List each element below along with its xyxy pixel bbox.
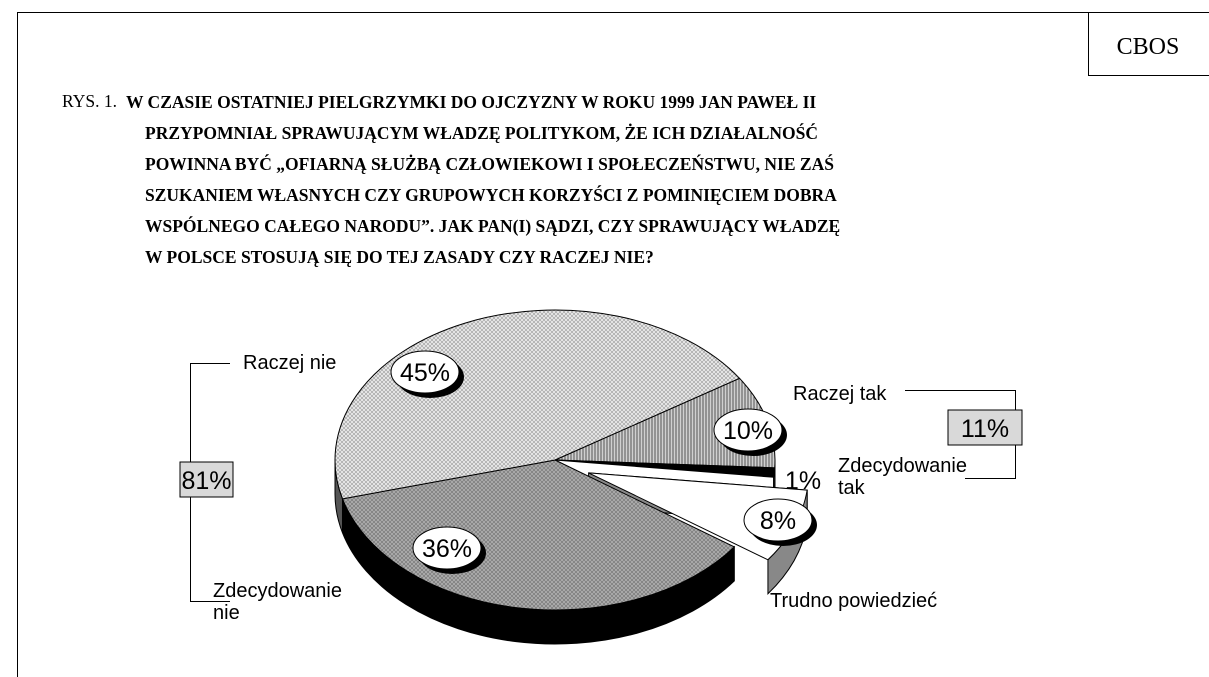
label-bubble (412, 526, 482, 570)
category-label: Zdecydowanie tak (838, 455, 967, 499)
source: CBOS (1117, 34, 1180, 60)
title-line: POWINNA BYĆ „OFIARNĄ SŁUŻBĄ CZŁOWIEKOWI … (145, 154, 834, 174)
slice-texture (555, 378, 775, 468)
figure-label: RYS. 1. (62, 91, 117, 111)
category-label: Trudno powiedzieć (770, 590, 938, 612)
category-label: Raczej tak (793, 383, 887, 405)
value-label: 45% (400, 359, 450, 387)
value-label: 10% (723, 417, 773, 445)
group-label: 81% (181, 467, 231, 495)
value-label: 1% (785, 467, 821, 495)
label-bubble (743, 498, 813, 542)
group-box (947, 409, 1023, 446)
title-line: SZUKANIEM WŁASNYCH CZY GRUPOWYCH KORZYŚC… (145, 185, 837, 205)
label-bubble (713, 408, 783, 452)
title-line: WSPÓLNEGO CAŁEGO NARODU”. JAK PAN(I) SĄD… (145, 216, 841, 236)
value-label: 36% (422, 535, 472, 563)
value-label: 8% (760, 507, 796, 535)
category-label: Raczej nie (243, 352, 337, 374)
title-line: W POLSCE STOSUJĄ SIĘ DO TEJ ZASADY CZY R… (145, 247, 654, 267)
title-line: PRZYPOMNIAŁ SPRAWUJĄCYM WŁADZĘ POLITYKOM… (145, 123, 818, 143)
label-bubble (390, 350, 460, 394)
category-label: Zdecydowanie nie (213, 580, 342, 624)
slice (554, 459, 776, 478)
title-line: W CZASIE OSTATNIEJ PIELGRZYMKI DO OJCZYZ… (126, 92, 817, 112)
group-box (179, 461, 234, 498)
group-label: 11% (961, 415, 1009, 443)
